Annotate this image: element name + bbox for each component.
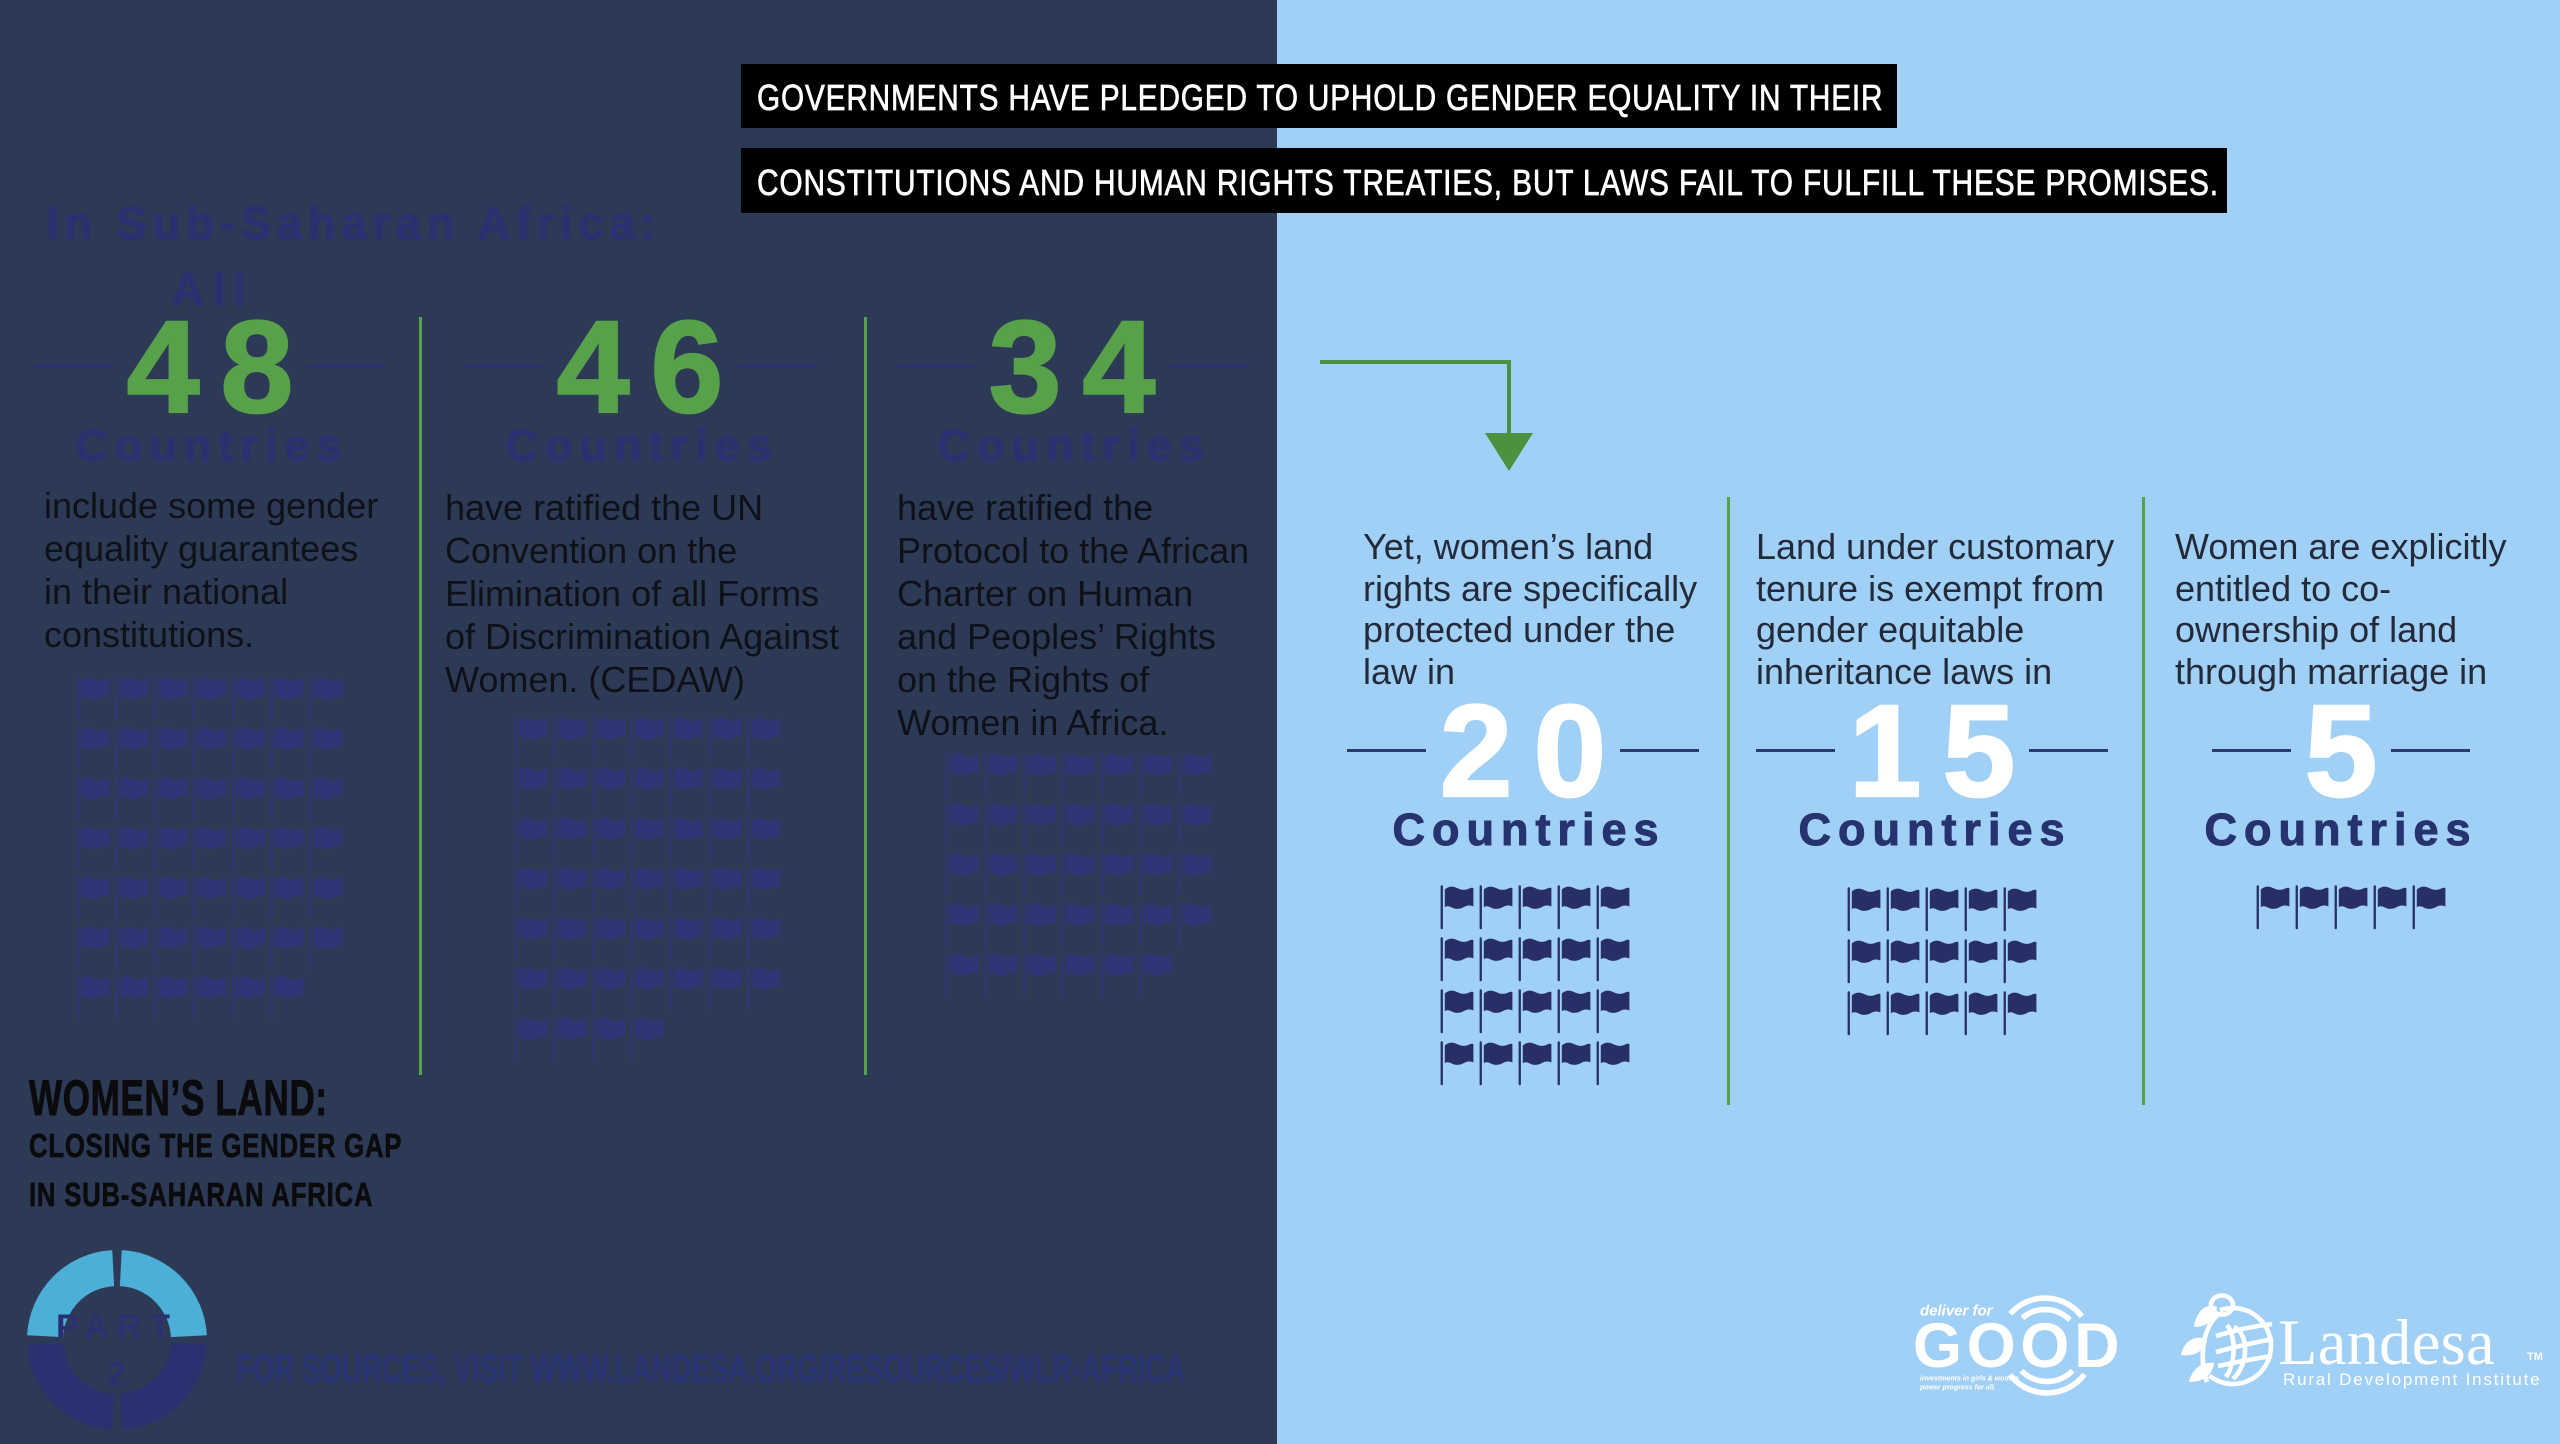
- svg-text:deliver for: deliver for: [1920, 1303, 1994, 1320]
- svg-text:investments in girls & women: investments in girls & women: [1920, 1376, 2019, 1383]
- svg-text:Landesa: Landesa: [2278, 1307, 2495, 1378]
- svg-text:power progress for all.: power progress for all.: [1919, 1385, 1996, 1392]
- svg-text:GOOD: GOOD: [1913, 1311, 2124, 1381]
- svg-text:TM: TM: [2527, 1351, 2543, 1363]
- svg-text:PART: PART: [56, 1308, 178, 1346]
- svg-text:2: 2: [108, 1355, 127, 1393]
- svg-text:Rural Development Institute: Rural Development Institute: [2283, 1370, 2541, 1389]
